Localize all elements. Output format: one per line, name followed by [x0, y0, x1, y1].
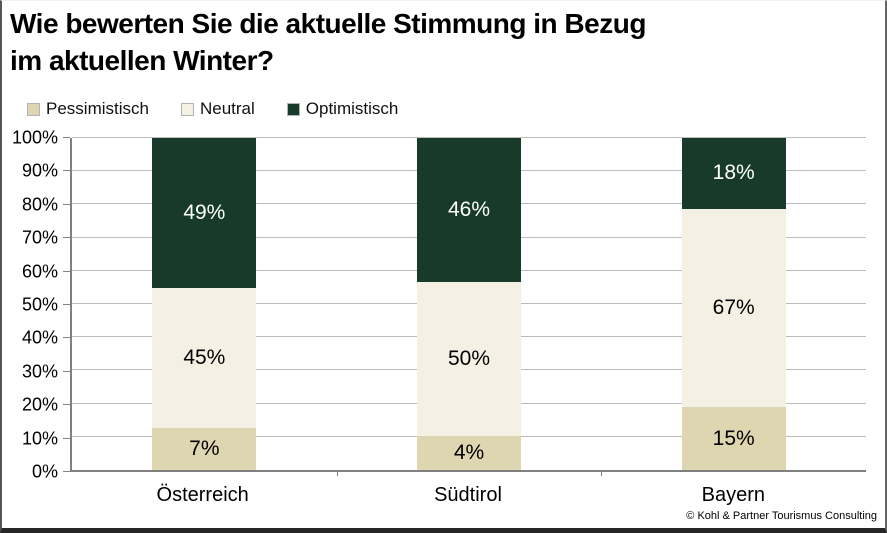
bar-value-label: 7% — [189, 436, 220, 460]
bar-value-label: 67% — [712, 295, 755, 319]
y-tick — [63, 237, 70, 239]
bar-segment: 46% — [417, 138, 521, 282]
y-tick — [63, 270, 70, 272]
bar-value-label: 18% — [712, 161, 755, 185]
y-tick — [63, 304, 70, 305]
bar-slot: 49% 45% 7% — [72, 138, 337, 470]
legend-item: Neutral — [180, 99, 255, 119]
gridline — [72, 137, 866, 138]
y-tick — [63, 203, 70, 205]
bar-slot: 46% 50% 4% — [337, 138, 602, 470]
y-axis-label: 20% — [21, 394, 58, 415]
category-label: Bayern — [701, 484, 765, 506]
bar-segment: 45% — [152, 288, 257, 428]
bar-segment: 49% — [152, 138, 257, 289]
legend: Pessimistisch Neutral Optimistisch — [27, 99, 398, 119]
y-tick — [63, 404, 70, 406]
y-tick — [63, 437, 70, 439]
category-label: Österreich — [156, 484, 249, 506]
y-tick — [63, 337, 70, 339]
bar-value-label: 45% — [183, 346, 226, 370]
x-axis-labels: Österreich Südtirol Bayern — [70, 484, 866, 507]
y-tick — [63, 137, 70, 138]
bar-segment: 50% — [417, 281, 521, 436]
y-axis-label: 100% — [11, 127, 58, 148]
y-tick — [63, 370, 70, 372]
bar-segment: 15% — [681, 407, 786, 470]
bar-slot: 18% 67% 15% — [601, 138, 866, 470]
bar-value-label: 15% — [712, 426, 755, 450]
bar-segment: 18% — [681, 138, 786, 209]
x-tick — [601, 470, 603, 476]
y-tick — [63, 170, 70, 172]
x-tick — [336, 470, 338, 476]
bar-value-label: 49% — [183, 201, 226, 225]
y-axis-label: 50% — [21, 294, 58, 315]
y-axis-label: 80% — [21, 194, 58, 215]
bar-value-label: 46% — [447, 197, 491, 221]
chart-title: Wie bewerten Sie die aktuelle Stimmung i… — [10, 6, 646, 80]
bar: 18% 67% 15% — [681, 138, 786, 470]
y-tick — [63, 471, 70, 472]
y-axis-label: 40% — [21, 327, 58, 348]
bar-value-label: 50% — [447, 346, 491, 370]
legend-swatch — [286, 102, 300, 116]
copyright-text: © Kohl & Partner Tourismus Consulting — [686, 510, 877, 522]
chart-title-line-1: Wie bewerten Sie die aktuelle Stimmung i… — [10, 8, 646, 39]
legend-item: Optimistisch — [286, 99, 399, 119]
legend-item: Pessimistisch — [27, 99, 149, 119]
legend-swatch — [27, 102, 40, 116]
y-axis-label: 90% — [21, 160, 58, 181]
bar-segment: 7% — [152, 427, 257, 470]
y-axis-label: 30% — [21, 361, 58, 382]
legend-label: Optimistisch — [305, 99, 399, 118]
chart-title-line-2: im aktuellen Winter? — [10, 44, 274, 76]
y-axis-label: 70% — [21, 227, 58, 248]
plot-area: 49% 45% 7% 46% 50% 4% 18% 67% 15% — [70, 137, 866, 476]
legend-label: Neutral — [199, 99, 255, 118]
y-axis-label: 0% — [31, 461, 58, 482]
bar: 49% 45% 7% — [152, 138, 257, 470]
chart-area: 49% 45% 7% 46% 50% 4% 18% 67% 15% 0% 10% 20% 30% 40%… — [2, 128, 885, 482]
y-axis-label: 60% — [21, 261, 58, 282]
bar: 46% 50% 4% — [417, 138, 521, 470]
y-axis-label: 10% — [21, 428, 58, 449]
bar-segment: 4% — [417, 435, 521, 470]
category-label: Südtirol — [434, 484, 502, 506]
bar-value-label: 4% — [453, 440, 485, 464]
legend-swatch — [180, 102, 194, 116]
bar-segment: 67% — [681, 208, 786, 407]
legend-label: Pessimistisch — [46, 99, 149, 118]
